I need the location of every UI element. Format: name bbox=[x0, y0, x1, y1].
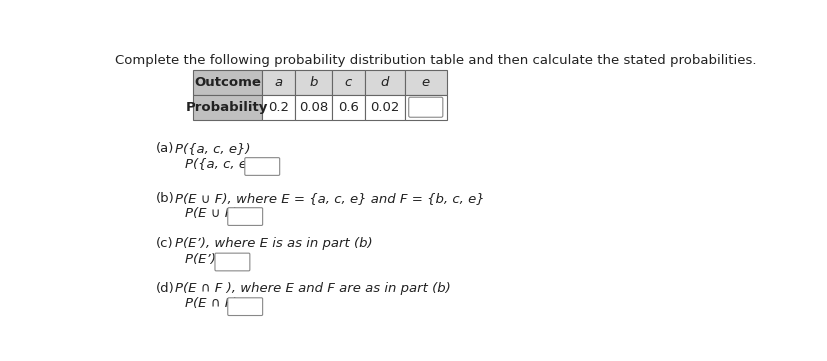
Text: (a): (a) bbox=[156, 142, 174, 155]
Text: (d): (d) bbox=[156, 282, 174, 295]
Text: Probability: Probability bbox=[186, 101, 269, 114]
Text: Outcome: Outcome bbox=[194, 76, 261, 89]
Text: (b): (b) bbox=[156, 192, 174, 205]
Bar bbox=[332, 95, 365, 119]
Text: c: c bbox=[345, 76, 352, 89]
Text: a: a bbox=[275, 76, 283, 89]
Text: e: e bbox=[422, 76, 430, 89]
Text: (c): (c) bbox=[156, 238, 174, 251]
Text: P(E ∪ F), where E = {a, c, e} and F = {b, c, e}: P(E ∪ F), where E = {a, c, e} and F = {b… bbox=[175, 192, 485, 205]
Text: P(E ∪ F) =: P(E ∪ F) = bbox=[184, 207, 252, 220]
FancyBboxPatch shape bbox=[245, 158, 280, 175]
Bar bbox=[365, 95, 405, 119]
Bar bbox=[332, 70, 365, 95]
Text: 0.6: 0.6 bbox=[338, 101, 359, 114]
Bar bbox=[365, 70, 405, 95]
Text: P(E ∩ F) =: P(E ∩ F) = bbox=[184, 297, 252, 310]
Text: Complete the following probability distribution table and then calculate the sta: Complete the following probability distr… bbox=[115, 54, 757, 67]
FancyBboxPatch shape bbox=[227, 298, 263, 316]
Bar bbox=[193, 70, 262, 95]
Text: P(E’) =: P(E’) = bbox=[184, 253, 231, 266]
Bar bbox=[294, 70, 332, 95]
Bar bbox=[262, 95, 294, 119]
FancyBboxPatch shape bbox=[215, 253, 250, 271]
Bar bbox=[405, 70, 447, 95]
Text: P(E ∩ F ), where E and F are as in part (b): P(E ∩ F ), where E and F are as in part … bbox=[175, 282, 452, 295]
Text: d: d bbox=[380, 76, 389, 89]
Text: 0.02: 0.02 bbox=[370, 101, 399, 114]
Bar bbox=[193, 95, 262, 119]
Text: P(E’), where E is as in part (b): P(E’), where E is as in part (b) bbox=[175, 238, 373, 251]
Text: P({a, c, e}) =: P({a, c, e}) = bbox=[184, 157, 275, 170]
Text: P({a, c, e}): P({a, c, e}) bbox=[175, 142, 251, 155]
FancyBboxPatch shape bbox=[409, 97, 442, 117]
Bar bbox=[294, 95, 332, 119]
FancyBboxPatch shape bbox=[227, 208, 263, 225]
Text: 0.08: 0.08 bbox=[299, 101, 328, 114]
Text: 0.2: 0.2 bbox=[268, 101, 289, 114]
Text: b: b bbox=[309, 76, 318, 89]
Bar bbox=[405, 95, 447, 119]
Bar bbox=[262, 70, 294, 95]
